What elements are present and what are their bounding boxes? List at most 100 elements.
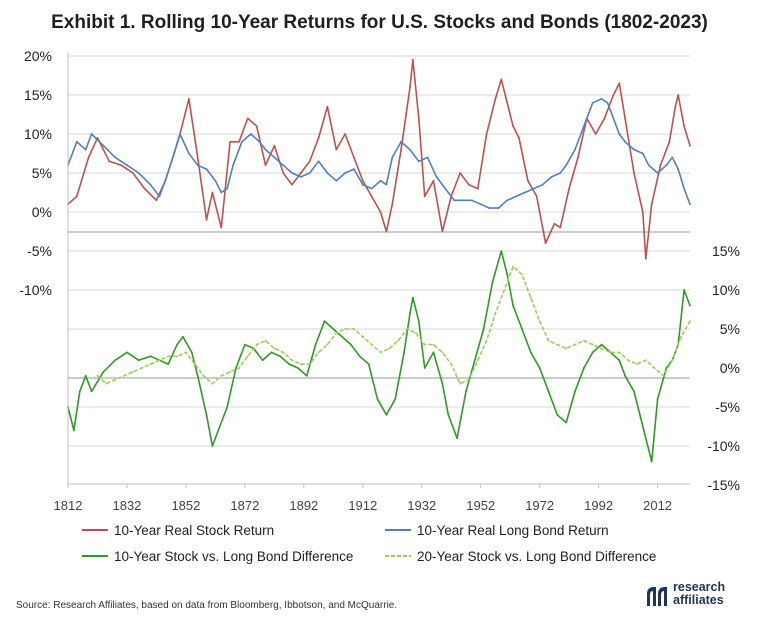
series-point [229, 371, 232, 373]
series-point [403, 351, 405, 354]
series-point [633, 148, 635, 151]
series-point [205, 168, 208, 171]
series-point [96, 374, 99, 377]
series-point [273, 144, 276, 147]
x-tick-label: 1992 [584, 498, 613, 513]
series-point [353, 156, 355, 159]
series-point [462, 199, 464, 202]
series-point [417, 117, 420, 120]
series-point [385, 413, 388, 416]
series-point [282, 172, 285, 174]
series-line-3 [67, 250, 691, 463]
series-point [279, 355, 282, 358]
series-point [264, 339, 267, 342]
series-point [680, 335, 683, 338]
series-point [485, 339, 488, 342]
series-point [176, 343, 179, 346]
series-point [689, 320, 691, 323]
series-point [485, 133, 488, 135]
series-point [140, 367, 143, 369]
series-point [594, 133, 597, 135]
series-point [155, 199, 158, 202]
series-point [246, 355, 249, 358]
series-point [423, 367, 426, 369]
series-point [241, 140, 243, 143]
series-point [544, 242, 547, 245]
series-point [297, 367, 299, 369]
series-line-1 [67, 59, 691, 260]
series-point [459, 382, 461, 385]
series-point [385, 183, 388, 186]
series-point [583, 367, 585, 369]
legend-label: 10-Year Stock vs. Long Bond Difference [114, 549, 353, 564]
series-point [689, 144, 691, 147]
series-layer [67, 59, 691, 463]
series-point [409, 148, 411, 151]
series-point [417, 160, 420, 163]
series-point [465, 390, 467, 393]
series-point [647, 164, 650, 167]
series-point [606, 101, 609, 104]
series-line-2 [67, 98, 691, 209]
series-point [317, 137, 320, 139]
series-point [102, 371, 105, 373]
series-point [344, 133, 346, 135]
series-point [559, 172, 562, 174]
series-point [335, 148, 338, 151]
series-point [426, 156, 429, 159]
series-point [450, 363, 453, 365]
series-point [441, 230, 444, 233]
series-point [423, 343, 426, 346]
legend-label: 10-Year Real Stock Return [114, 523, 274, 538]
series-point [479, 203, 482, 206]
series-point [559, 226, 562, 229]
series-point [379, 351, 382, 354]
series-point [512, 304, 514, 307]
right-tick-label: -5% [715, 399, 740, 415]
series-point [75, 140, 78, 143]
series-point [78, 390, 81, 393]
series-point [476, 359, 479, 362]
series-point [379, 211, 382, 213]
series-point [600, 343, 603, 346]
series-point [196, 164, 199, 167]
series-point [335, 179, 338, 182]
series-point [332, 328, 335, 330]
x-tick-label: 2012 [643, 498, 672, 513]
series-point [471, 199, 473, 202]
x-tick-label: 1932 [407, 498, 436, 513]
series-point [73, 429, 75, 432]
x-tick-label: 1892 [289, 498, 318, 513]
series-point [529, 296, 532, 299]
series-point [123, 374, 125, 377]
left-tick-label: 5% [32, 165, 52, 181]
series-point [583, 125, 585, 128]
series-point [350, 343, 352, 346]
series-point [441, 351, 444, 354]
series-point [497, 207, 500, 210]
series-point [627, 359, 629, 362]
series-point [353, 168, 355, 171]
series-point [636, 363, 638, 365]
series-point [618, 359, 621, 362]
series-point [120, 164, 122, 167]
right-tick-label: 0% [720, 360, 740, 376]
series-point [414, 332, 417, 334]
series-point [270, 351, 273, 354]
series-point [282, 164, 285, 167]
series-point [255, 125, 258, 128]
series-point [217, 429, 220, 432]
series-point [114, 359, 117, 362]
series-point [370, 187, 373, 190]
series-point [244, 343, 246, 346]
series-point [603, 117, 606, 120]
series-point [653, 367, 656, 369]
series-point [264, 148, 267, 151]
logo-mark-icon [647, 587, 667, 606]
series-point [633, 390, 635, 393]
series-point [353, 328, 355, 330]
series-point [400, 148, 402, 151]
series-point [553, 222, 556, 225]
series-point [432, 351, 435, 354]
